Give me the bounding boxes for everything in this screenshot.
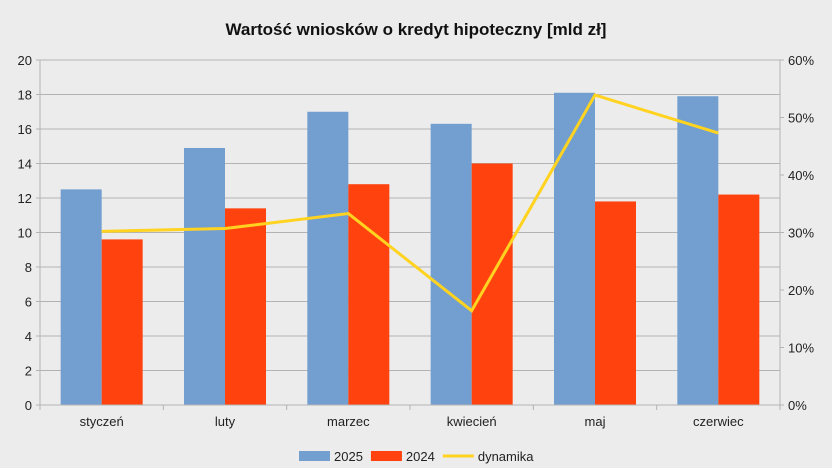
legend-swatch (299, 451, 330, 461)
bars-layer (60, 92, 760, 406)
bar-2024 (101, 239, 143, 405)
line-layer (101, 93, 719, 313)
y-tick-label: 14 (18, 157, 32, 172)
legend-item-dynamika: dynamika (442, 449, 534, 464)
y2-tick-label: 40% (788, 168, 814, 183)
y-tick-label: 20 (18, 53, 32, 68)
y-tick-label: 6 (25, 295, 32, 310)
line-dynamika (101, 93, 719, 313)
y2-tick-label: 50% (788, 111, 814, 126)
x-tick-label: marzec (327, 414, 370, 429)
bar-2025 (60, 189, 102, 405)
y2-tick-label: 60% (788, 53, 814, 68)
y-tick-label: 0 (25, 398, 32, 413)
bar-2025 (554, 92, 595, 406)
legend-label: 2025 (334, 449, 363, 464)
y2-tick-label: 10% (788, 341, 814, 356)
axes-layer: 0 2 4 6 8 10 12 14 16 18 20 0% 10% 20% 30% 40% 50% 60% sty… (18, 53, 815, 429)
y2-tick-label: 0% (788, 398, 807, 413)
y2-tick-label: 20% (788, 283, 814, 298)
bar-2025 (307, 111, 349, 405)
y-tick-label: 4 (25, 329, 32, 344)
x-tick-label: luty (215, 414, 236, 429)
y-tick-label: 2 (25, 364, 32, 379)
y-tick-label: 10 (18, 226, 32, 241)
x-tick-label: kwiecień (447, 414, 497, 429)
grid-layer (40, 59, 780, 405)
bar-2025 (677, 96, 719, 405)
y-tick-label: 12 (18, 191, 32, 206)
legend-swatch (370, 451, 402, 461)
legend: 2025 2024 dynamika (299, 449, 534, 464)
bar-2025 (184, 147, 225, 405)
legend-label: dynamika (478, 449, 534, 464)
y-tick-label: 18 (18, 88, 32, 103)
bar-2024 (225, 208, 266, 405)
y2-tick-label: 30% (788, 226, 814, 241)
x-tick-label: styczeń (80, 414, 124, 429)
x-tick-label: czerwiec (693, 414, 744, 429)
y-tick-label: 8 (25, 260, 32, 275)
y-tick-label: 16 (18, 122, 32, 137)
bar-2024 (718, 194, 760, 405)
bar-2024 (595, 201, 636, 405)
bar-2025 (430, 123, 472, 405)
chart-title: Wartość wniosków o kredyt hipoteczny [ml… (226, 20, 607, 39)
legend-item-2025: 2025 (299, 449, 363, 464)
bar-2024 (348, 184, 390, 405)
legend-label: 2024 (406, 449, 435, 464)
x-tick-label: maj (585, 414, 606, 429)
legend-item-2024: 2024 (370, 449, 435, 464)
bar-2024 (471, 163, 513, 405)
